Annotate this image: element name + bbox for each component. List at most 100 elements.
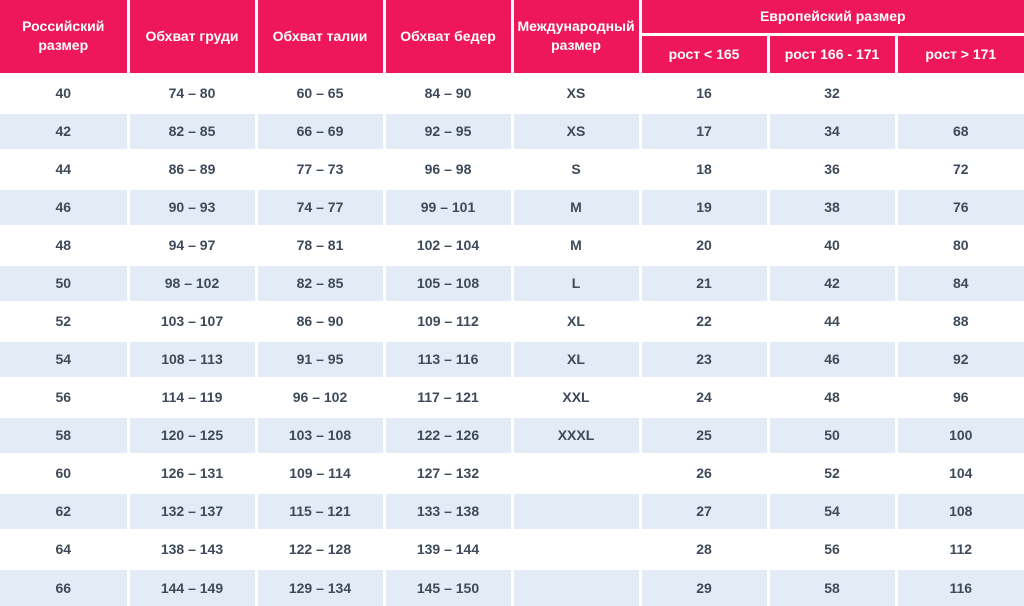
table-cell: 22 — [638, 300, 770, 342]
table-cell: 38 — [766, 186, 898, 228]
table-cell: 86 – 90 — [254, 300, 386, 342]
table-cell: 54 — [766, 490, 898, 532]
table-cell: 145 – 150 — [382, 566, 514, 606]
table-cell: 126 – 131 — [126, 452, 258, 494]
table-row: 64 138 – 143 122 – 128 139 – 144 28 56 112 — [0, 528, 1024, 570]
size-table-body: 40 74 – 80 60 – 65 84 – 90 XS 16 32 42 82 – 85 66… — [0, 72, 1024, 606]
table-cell: 29 — [638, 566, 770, 606]
table-cell: 44 — [0, 148, 130, 190]
table-cell: 116 — [894, 566, 1024, 606]
table-cell: 78 – 81 — [254, 224, 386, 266]
table-row: 40 74 – 80 60 – 65 84 – 90 XS 16 32 — [0, 72, 1024, 114]
table-cell: 25 — [638, 414, 770, 456]
table-cell: 34 — [766, 110, 898, 152]
table-cell: 98 – 102 — [126, 262, 258, 304]
table-cell: 54 — [0, 338, 130, 380]
table-cell: 76 — [894, 186, 1024, 228]
table-cell: 117 – 121 — [382, 376, 514, 418]
table-cell: 21 — [638, 262, 770, 304]
table-cell: 20 — [638, 224, 770, 266]
table-row: 46 90 – 93 74 – 77 99 – 101 M 19 38 76 — [0, 186, 1024, 228]
table-cell: 27 — [638, 490, 770, 532]
table-cell: 66 – 69 — [254, 110, 386, 152]
table-cell: 42 — [766, 262, 898, 304]
table-cell: 127 – 132 — [382, 452, 514, 494]
table-cell: 122 – 126 — [382, 414, 514, 456]
table-cell — [510, 528, 642, 570]
table-cell: 24 — [638, 376, 770, 418]
table-cell: 108 – 113 — [126, 338, 258, 380]
table-cell: 48 — [766, 376, 898, 418]
table-cell: 92 — [894, 338, 1024, 380]
table-cell: 84 — [894, 262, 1024, 304]
column-group-european-size: Европейский размер — [638, 0, 1024, 36]
table-cell: 90 – 93 — [126, 186, 258, 228]
table-cell: 103 – 108 — [254, 414, 386, 456]
table-cell: 109 – 114 — [254, 452, 386, 494]
table-cell: 105 – 108 — [382, 262, 514, 304]
table-cell: XS — [510, 110, 642, 152]
table-cell: XL — [510, 300, 642, 342]
column-header-waist: Обхват талии — [254, 0, 386, 76]
table-cell: 58 — [0, 414, 130, 456]
table-cell: 100 — [894, 414, 1024, 456]
table-cell: 113 – 116 — [382, 338, 514, 380]
table-cell: 82 – 85 — [126, 110, 258, 152]
column-header-hips: Обхват бедер — [382, 0, 514, 76]
table-row: 48 94 – 97 78 – 81 102 – 104 M 20 40 80 — [0, 224, 1024, 266]
column-header-height-166-171: рост 166 - 171 — [766, 32, 898, 76]
table-cell: M — [510, 186, 642, 228]
table-cell: 23 — [638, 338, 770, 380]
table-cell: 77 – 73 — [254, 148, 386, 190]
column-header-russian-size: Российский размер — [0, 0, 130, 76]
table-row: 50 98 – 102 82 – 85 105 – 108 L 21 42 84 — [0, 262, 1024, 304]
table-cell: 91 – 95 — [254, 338, 386, 380]
table-cell: XS — [510, 72, 642, 114]
table-cell: 114 – 119 — [126, 376, 258, 418]
table-cell: 52 — [0, 300, 130, 342]
table-cell — [510, 452, 642, 494]
table-cell: 52 — [766, 452, 898, 494]
table-cell: 50 — [0, 262, 130, 304]
table-cell — [510, 490, 642, 532]
table-cell: 42 — [0, 110, 130, 152]
table-header: Российский размер Обхват груди Обхват та… — [0, 0, 1024, 76]
table-cell: 28 — [638, 528, 770, 570]
table-cell: 36 — [766, 148, 898, 190]
table-cell: 138 – 143 — [126, 528, 258, 570]
table-cell: 74 – 80 — [126, 72, 258, 114]
table-cell: 40 — [0, 72, 130, 114]
table-cell: 62 — [0, 490, 130, 532]
table-cell: 84 – 90 — [382, 72, 514, 114]
table-cell: 50 — [766, 414, 898, 456]
table-cell — [894, 72, 1024, 114]
table-cell: 129 – 134 — [254, 566, 386, 606]
table-cell: 56 — [0, 376, 130, 418]
table-cell: 16 — [638, 72, 770, 114]
table-cell: 144 – 149 — [126, 566, 258, 606]
table-row: 44 86 – 89 77 – 73 96 – 98 S 18 36 72 — [0, 148, 1024, 190]
table-row: 54 108 – 113 91 – 95 113 – 116 XL 23 46 92 — [0, 338, 1024, 380]
table-cell: 133 – 138 — [382, 490, 514, 532]
column-header-height-lt-165: рост < 165 — [640, 32, 770, 76]
table-cell: 68 — [894, 110, 1024, 152]
table-cell: XL — [510, 338, 642, 380]
table-cell: 44 — [766, 300, 898, 342]
table-cell: 60 — [0, 452, 130, 494]
table-cell: 86 – 89 — [126, 148, 258, 190]
table-cell: 102 – 104 — [382, 224, 514, 266]
table-cell: 108 — [894, 490, 1024, 532]
table-row: 52 103 – 107 86 – 90 109 – 112 XL 22 44 88 — [0, 300, 1024, 342]
table-cell: 64 — [0, 528, 130, 570]
table-cell: L — [510, 262, 642, 304]
column-header-chest: Обхват груди — [126, 0, 258, 76]
column-header-height-gt-171: рост > 171 — [894, 32, 1024, 76]
table-cell: 122 – 128 — [254, 528, 386, 570]
table-row: 62 132 – 137 115 – 121 133 – 138 27 54 108 — [0, 490, 1024, 532]
table-cell: 132 – 137 — [126, 490, 258, 532]
table-cell: 66 — [0, 566, 130, 606]
table-cell: 104 — [894, 452, 1024, 494]
table-cell: M — [510, 224, 642, 266]
table-cell: 94 – 97 — [126, 224, 258, 266]
